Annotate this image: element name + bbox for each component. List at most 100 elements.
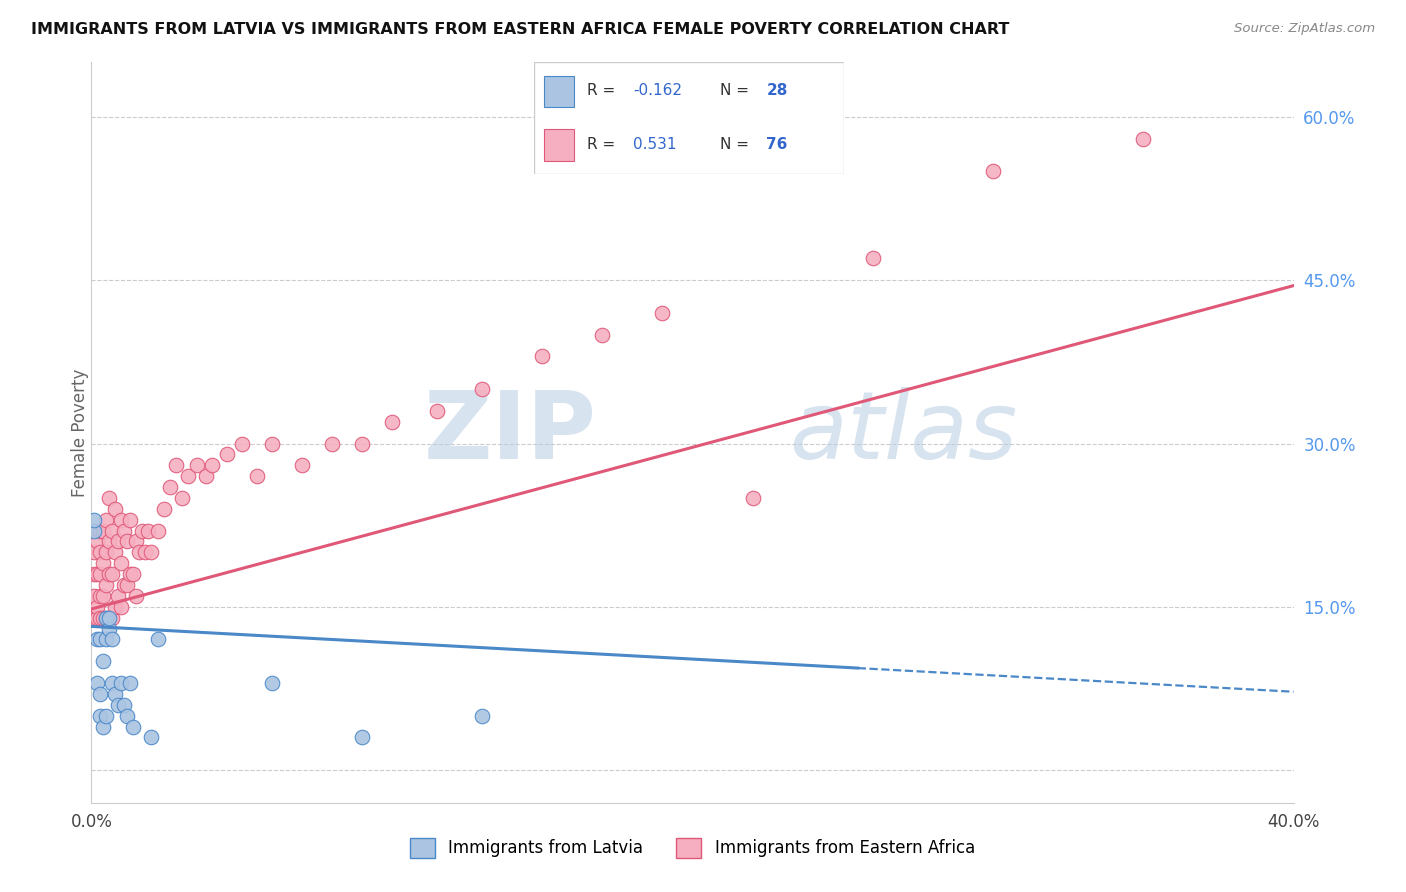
Point [107,534,129,549]
Point [291,458,314,473]
Point [107,589,129,603]
Point [89,687,111,701]
Point [93,654,115,668]
Point [104,599,127,614]
Point [152,501,174,516]
Point [350,436,373,450]
Point [83,524,105,538]
Point [93,611,115,625]
Point [141,731,163,745]
Point [98,611,121,625]
Text: 76: 76 [766,136,787,152]
Point [120,513,142,527]
Point [114,524,136,538]
Point [96,611,118,625]
Point [741,491,763,505]
Point [101,524,124,538]
Point [176,469,198,483]
Point [120,676,142,690]
Point [170,491,193,505]
Point [138,524,160,538]
Point [93,720,115,734]
Point [215,447,238,461]
Text: ZIP: ZIP [423,386,596,479]
Point [98,491,121,505]
Point [93,524,115,538]
Point [110,676,132,690]
Point [83,567,105,582]
Point [591,327,613,342]
Text: N =: N = [720,136,754,152]
Point [110,599,132,614]
Point [862,252,884,266]
Point [194,469,217,483]
Point [83,611,105,625]
Point [246,469,269,483]
Point [101,676,124,690]
Point [96,708,118,723]
Text: R =: R = [586,83,620,98]
Text: R =: R = [586,136,624,152]
Point [186,458,208,473]
Point [98,534,121,549]
Point [101,611,124,625]
Point [86,632,108,647]
Point [120,567,142,582]
Point [471,382,494,396]
Point [89,708,111,723]
Point [117,534,139,549]
Point [260,436,283,450]
Point [96,513,118,527]
Point [350,731,373,745]
Point [114,578,136,592]
Point [321,436,343,450]
Point [89,611,111,625]
Point [260,676,283,690]
FancyBboxPatch shape [544,129,575,161]
Point [117,578,139,592]
Point [141,545,163,559]
Text: Source: ZipAtlas.com: Source: ZipAtlas.com [1234,22,1375,36]
Point [104,501,127,516]
Point [471,708,494,723]
Point [93,556,115,570]
Text: N =: N = [720,83,754,98]
Point [101,632,124,647]
Point [93,589,115,603]
Text: atlas: atlas [789,387,1017,478]
Point [96,611,118,625]
Point [83,589,105,603]
Point [86,567,108,582]
Point [98,622,121,636]
Point [110,513,132,527]
Point [122,567,145,582]
Point [146,524,169,538]
Point [131,524,153,538]
Point [86,676,108,690]
Point [89,545,111,559]
Point [122,720,145,734]
Point [98,567,121,582]
Point [89,567,111,582]
Text: -0.162: -0.162 [633,83,682,98]
Point [426,404,449,418]
Point [231,436,253,450]
Point [86,599,108,614]
Point [96,578,118,592]
Point [83,513,105,527]
Point [101,567,124,582]
Point [104,545,127,559]
Point [125,534,148,549]
Point [96,632,118,647]
Text: 28: 28 [766,83,787,98]
Point [107,698,129,712]
Point [381,415,404,429]
Point [110,556,132,570]
Point [134,545,156,559]
Point [981,164,1004,178]
Point [83,545,105,559]
Point [104,687,127,701]
Point [531,350,554,364]
Point [117,708,139,723]
Point [1132,131,1154,145]
